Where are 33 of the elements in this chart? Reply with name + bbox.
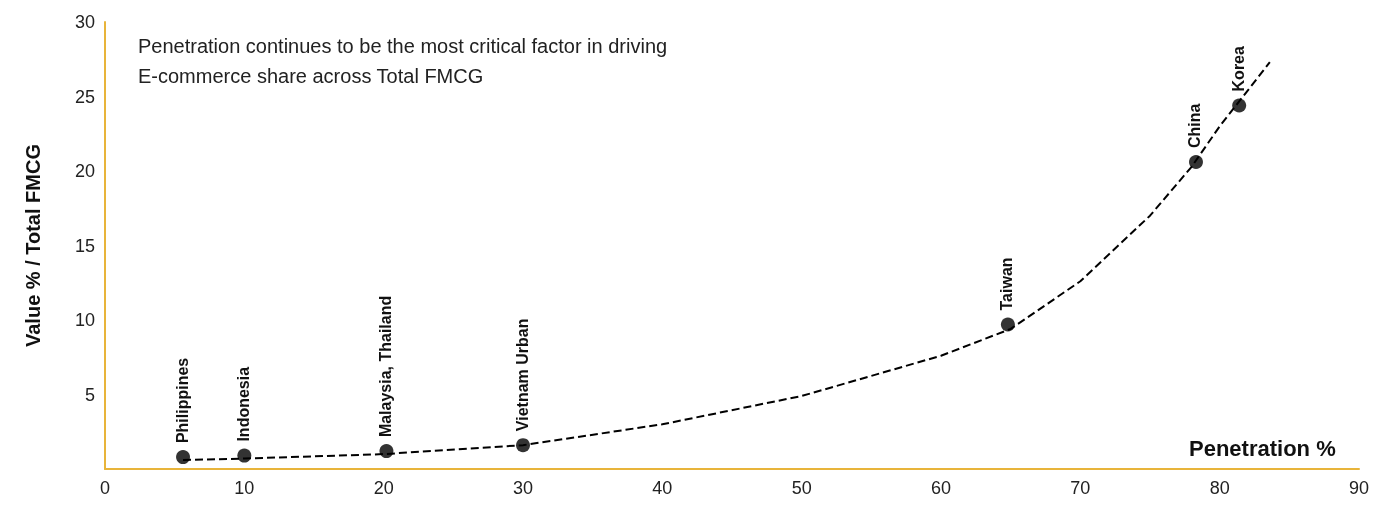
x-tick-label: 10 — [234, 478, 255, 498]
text: Penetration continues to be the most critical factor in driving E-commerce share across Total FMCG — [138, 35, 673, 87]
x-tick-label: 80 — [1209, 478, 1230, 498]
point — [1188, 155, 1203, 170]
y-tick-label: 25 — [74, 86, 95, 107]
y-tick-label: 5 — [84, 384, 95, 405]
x-tick-label: 60 — [930, 478, 952, 498]
x-axis-title: Penetration % — [1189, 435, 1336, 461]
y-tick-label: 30 — [74, 12, 95, 32]
annotation: China — [1186, 103, 1204, 149]
point — [176, 450, 191, 465]
annotation: Malaysia, Thailand — [376, 295, 394, 438]
x-tick-label: 20 — [373, 478, 394, 498]
point — [516, 438, 530, 453]
x-tick-label: 0 — [99, 478, 111, 498]
y-axis-title: Value % / Total FMCG — [22, 144, 44, 347]
annotation: Korea — [1229, 45, 1247, 92]
point — [1000, 317, 1015, 332]
x-tick-label: 30 — [512, 478, 534, 498]
y-tick-label: 20 — [74, 161, 95, 181]
annotation: Vietnam Urban — [513, 318, 531, 432]
x-tick-label: 50 — [791, 478, 812, 498]
annotation: Taiwan — [998, 257, 1016, 311]
point — [1232, 98, 1247, 113]
x-tick-label: 90 — [1348, 478, 1370, 498]
y-tick-label: 15 — [74, 235, 95, 256]
annotation: Philippines — [173, 357, 191, 444]
x-tick-label: 40 — [652, 478, 673, 498]
y-tick-label: 10 — [74, 310, 95, 330]
point — [379, 444, 394, 459]
point — [237, 448, 252, 463]
x-tick-label: 70 — [1070, 478, 1091, 498]
annotation: Indonesia — [234, 366, 252, 442]
